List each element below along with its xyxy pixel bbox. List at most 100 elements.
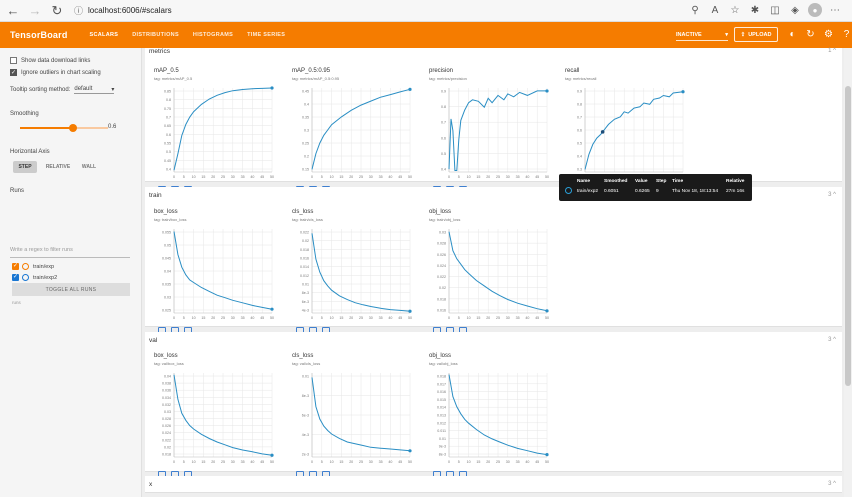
chart-plot[interactable]: 0.0180.0170.0160.0150.0140.0130.0120.011… [423,369,551,469]
x-tick-label: 20 [349,460,353,464]
chart-plot[interactable]: 0.85 0.8 0.75 0.7 0.65 0.6 0.55 0.5 0.45 0.40 5 10 1… [148,84,276,184]
series-line[interactable] [584,91,684,170]
show-download-row[interactable]: Show data download links [10,57,90,64]
section-title[interactable]: val [149,337,158,344]
axis-wall-button[interactable]: WALL [81,164,97,170]
smoothing-value[interactable]: 0.6 [108,124,117,130]
chart-plot[interactable]: 0.45 0.4 0.35 0.3 0.25 0.2 0.150 5 10 15 20 25 30 35 4… [286,84,414,184]
extensions-icon[interactable]: ◈ [791,4,799,16]
run-color-circle[interactable] [22,263,29,270]
tooltip-sort-label: Tooltip sorting method: [10,87,71,93]
section-collapse-icon[interactable]: 3 ^ [828,337,836,343]
run-checkbox[interactable]: ✓ [12,263,19,270]
more-menu-icon[interactable]: ⋯ [830,4,840,16]
series-line[interactable] [448,231,548,312]
dark-mode-icon[interactable]: ◐ [789,29,796,40]
run-row-train-exp[interactable]: ✓ train/exp [12,263,54,270]
inactive-plugins-dropdown[interactable]: INACTIVE ▾ [676,29,728,41]
axis-relative-button[interactable]: RELATIVE [45,164,71,170]
x-tick-label: 30 [506,316,510,320]
x-tick-label: 40 [388,316,392,320]
series-line[interactable] [311,377,411,452]
profile-avatar-icon[interactable]: ● [808,3,822,17]
y-tick-label: 0.6 [166,133,171,137]
smoothing-slider-handle[interactable] [68,124,77,132]
series-line[interactable] [448,90,547,171]
y-tick-label: 0.8 [577,103,582,107]
x-tick-label: 40 [250,175,254,179]
x-tick-label: 5 [183,175,185,179]
refresh-icon[interactable]: ↻ [51,2,63,18]
series-end-point [408,87,412,91]
zoom-icon[interactable]: ⚲ [691,4,699,16]
x-tick-label: 25 [496,316,500,320]
back-arrow-icon[interactable]: ← [6,3,20,18]
series-end-point [545,89,549,93]
favorites-bar-icon[interactable]: ✱ [750,4,760,16]
tab-distributions[interactable]: DISTRIBUTIONS [132,32,179,38]
series-line[interactable] [311,88,411,170]
run-row-train-exp2[interactable]: ✓ train/exp2 [12,274,57,281]
chart-plot[interactable]: 0.04 0.038 0.036 0.034 0.032 0.03 0.028 0.026 0.… [148,369,276,469]
section-collapse-icon[interactable]: 1 ^ [828,48,836,54]
series-line[interactable] [173,87,273,171]
x-tick-label: 30 [506,175,510,179]
chart-plot[interactable]: 0.022 0.02 0.018 0.016 0.014 0.012 0.01 8e-3 6e-… [286,225,414,325]
tooltip-sort-select[interactable]: default ▾ [74,86,115,94]
tooltip-header: Value [635,179,648,184]
section-title[interactable]: x [149,481,153,488]
chart-card: obj_loss tag: val/obj_loss 0.018 0.017 0.016… [423,351,551,481]
x-tick-label: 35 [379,460,383,464]
tab-time-series[interactable]: TIME SERIES [247,32,286,38]
section-title[interactable]: train [149,192,162,199]
runs-filter-input[interactable]: Write a regex to filter runs [10,247,130,258]
reload-icon[interactable]: ↻ [806,29,815,40]
series-end-point [408,449,412,453]
series-line[interactable] [311,233,411,312]
y-tick-label: 0.3 [304,129,309,133]
tab-scalars[interactable]: SCALARS [89,32,119,38]
help-icon[interactable]: ? [843,29,850,40]
favorite-star-icon[interactable]: ☆ [730,4,740,16]
run-checkbox[interactable]: ✓ [12,274,19,281]
show-download-checkbox[interactable] [10,57,17,64]
address-bar[interactable]: ⓘ localhost:6006/#scalars [74,3,504,19]
chart-plot[interactable]: 0.9 0.8 0.7 0.6 0.5 0.40 5 10 15 20 25 30 35 40 45 50 [423,84,551,184]
x-tick-label: 40 [525,175,529,179]
x-tick-label: 15 [201,316,205,320]
x-tick-label: 50 [545,316,549,320]
x-tick-label: 20 [486,460,490,464]
settings-gear-icon[interactable]: ⚙ [824,29,833,40]
series-line[interactable] [173,374,273,456]
tab-histograms[interactable]: HISTOGRAMS [192,32,234,38]
y-tick-label: 0.022 [437,275,446,279]
info-icon[interactable]: ⓘ [74,6,84,16]
ignore-outliers-checkbox[interactable]: ✓ [10,69,17,76]
toggle-all-runs-button[interactable]: TOGGLE ALL RUNS [12,283,130,296]
chart-plot[interactable]: 0.01 8e-3 6e-3 4e-3 2e-30 5 10 15 20 25 30 35 40 45 50 [286,369,414,469]
section-collapse-icon[interactable]: 3 ^ [828,481,836,487]
run-color-circle[interactable] [22,274,29,281]
section-title[interactable]: metrics [149,48,170,55]
upload-button[interactable]: ⇪ UPLOAD [734,27,778,42]
ignore-outliers-row[interactable]: ✓ Ignore outliers in chart scaling [10,69,101,76]
section-collapse-icon[interactable]: 3 ^ [828,192,836,198]
x-tick-label: 35 [516,316,520,320]
chart-plot[interactable]: 0.90.80.70.60.50.40.30510152025303540455… [559,84,687,184]
smoothing-slider[interactable] [20,124,108,132]
forward-arrow-icon[interactable]: → [28,3,42,18]
read-aloud-icon[interactable]: A [711,4,719,16]
collections-icon[interactable]: ◫ [770,4,780,16]
series-line[interactable] [173,231,273,310]
axis-step-button[interactable]: STEP [13,161,37,173]
x-tick-label: 35 [379,175,383,179]
x-tick-label: 40 [250,460,254,464]
y-tick-label: 0.8 [166,98,171,102]
series-line[interactable] [448,374,548,456]
x-tick-label: 10 [330,175,334,179]
page-scrollbar[interactable] [844,48,852,497]
scrollbar-thumb[interactable] [845,86,851,386]
x-tick-label: 50 [408,175,412,179]
